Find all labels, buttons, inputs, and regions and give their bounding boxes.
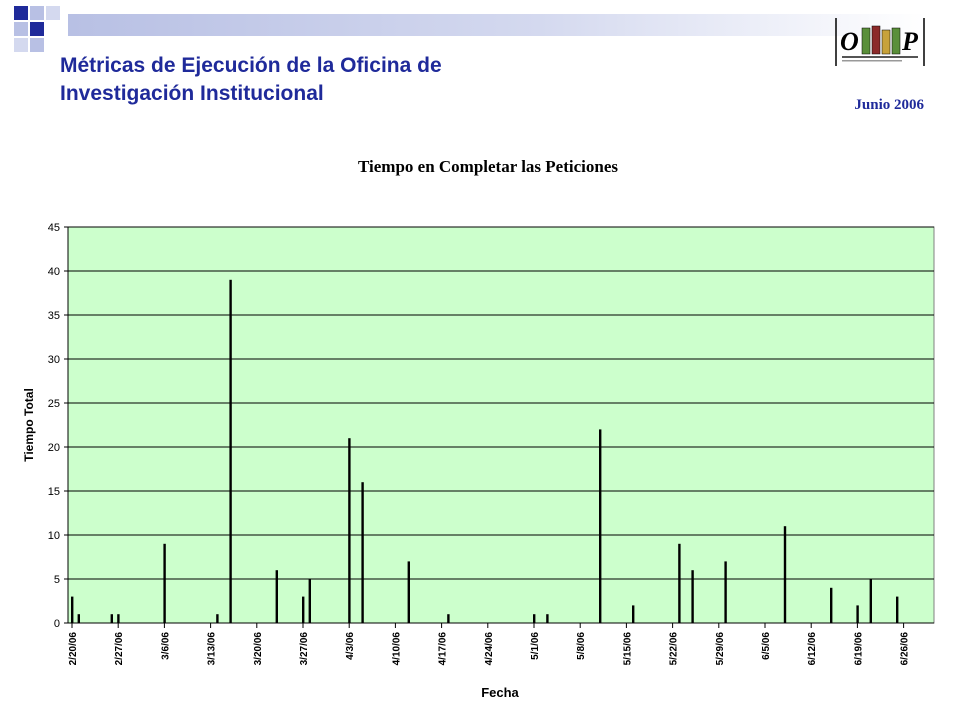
bar (163, 543, 166, 623)
x-tick-label: 5/1/06 (530, 632, 541, 660)
decoration-square (30, 6, 44, 20)
bar (678, 543, 681, 623)
y-tick-label: 35 (48, 310, 60, 322)
bar (783, 526, 787, 623)
bar (216, 614, 219, 623)
bar (599, 429, 602, 623)
x-tick-label: 4/3/06 (345, 632, 356, 660)
x-tick-label: 3/20/06 (253, 632, 264, 666)
decoration-square (14, 22, 28, 36)
decoration-square (46, 6, 60, 20)
x-tick-label: 2/27/06 (114, 632, 125, 666)
page-title-line-1: Métricas de Ejecución de la Oficina de (60, 54, 442, 77)
bar (691, 570, 694, 623)
header-decoration-bar (68, 14, 926, 36)
chart-title: Tiempo en Completar las Peticiones (358, 157, 618, 176)
y-axis-label: Tiempo Total (22, 388, 36, 462)
bar (110, 614, 113, 623)
x-tick-label: 5/22/06 (669, 632, 680, 666)
institution-logo: O P (835, 18, 925, 66)
bar (869, 579, 872, 623)
x-tick-label: 3/6/06 (160, 632, 171, 660)
bar (724, 561, 727, 623)
x-tick-label: 5/29/06 (715, 632, 726, 666)
bar (117, 614, 120, 623)
y-tick-label: 5 (54, 574, 60, 586)
report-date: Junio 2006 (854, 97, 924, 113)
bar (275, 570, 278, 623)
bar (361, 482, 364, 623)
y-tick-label: 25 (48, 398, 60, 410)
bar (632, 605, 635, 623)
page-title: Métricas de Ejecución de la Oficina de I… (60, 52, 680, 108)
bar (447, 614, 450, 623)
bar (71, 596, 74, 623)
decoration-square (30, 38, 44, 52)
bar (533, 614, 536, 623)
x-axis-label: Fecha (481, 685, 519, 700)
bar (229, 279, 232, 623)
page-title-line-2: Investigación Institucional (60, 82, 324, 105)
x-tick-label: 6/5/06 (761, 632, 772, 660)
bar (308, 579, 311, 623)
decoration-square (14, 38, 28, 52)
x-tick-label: 3/27/06 (299, 632, 310, 666)
bar (77, 614, 80, 623)
bar (546, 614, 549, 623)
x-tick-label: 4/17/06 (438, 632, 449, 666)
x-tick-label: 6/12/06 (807, 632, 818, 666)
y-tick-label: 10 (48, 530, 60, 542)
y-tick-label: 0 (54, 618, 60, 630)
x-tick-label: 3/13/06 (207, 632, 218, 666)
x-tick-label: 5/8/06 (576, 632, 587, 660)
bar (302, 596, 305, 623)
x-tick-label: 2/20/06 (68, 632, 79, 666)
decoration-square (14, 6, 28, 20)
x-tick-label: 6/19/06 (853, 632, 864, 666)
svg-text:O: O (840, 27, 859, 56)
bar (830, 587, 833, 623)
chart: Tiempo en Completar las Peticiones 0 5 10 15… (22, 157, 935, 700)
x-tick-label: 6/26/06 (900, 632, 911, 666)
x-tick-label: 5/15/06 (622, 632, 633, 666)
decoration-square (30, 22, 44, 36)
bar (896, 596, 899, 623)
y-tick-label: 40 (48, 266, 60, 278)
svg-text:P: P (901, 27, 919, 56)
y-tick-label: 15 (48, 486, 60, 498)
bar (407, 561, 410, 623)
plot-area (67, 226, 935, 624)
y-tick-label: 30 (48, 354, 60, 366)
y-tick-label: 45 (48, 222, 60, 234)
bar (348, 438, 351, 623)
x-tick-label: 4/10/06 (391, 632, 402, 666)
bar (856, 605, 859, 623)
y-tick-label: 20 (48, 442, 60, 454)
x-tick-label: 4/24/06 (484, 632, 495, 666)
